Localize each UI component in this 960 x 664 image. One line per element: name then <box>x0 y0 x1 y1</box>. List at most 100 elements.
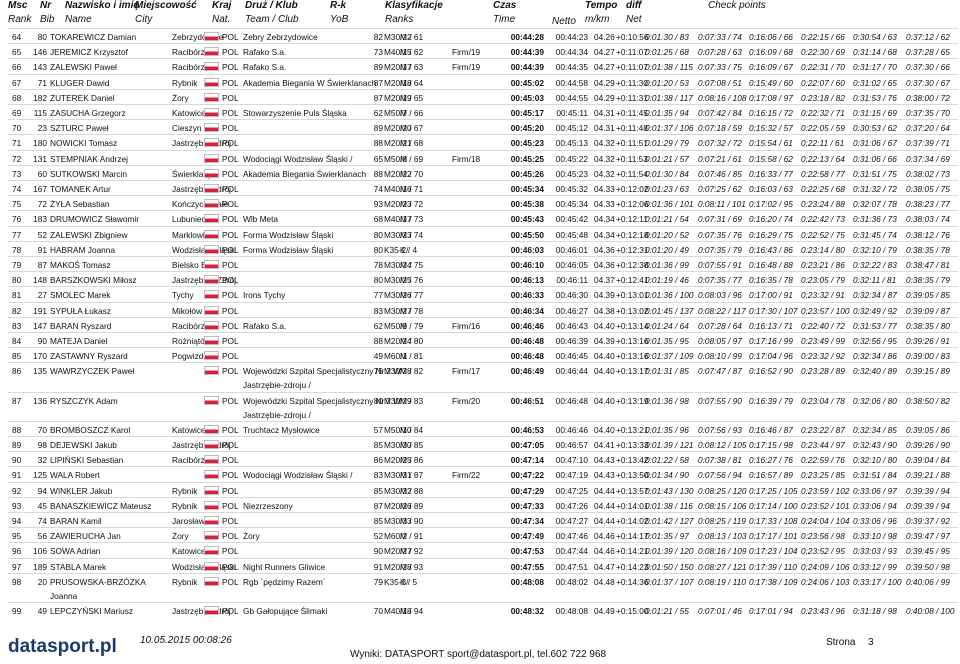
checkpoint: 0:07:47 / 87 <box>698 366 742 377</box>
checkpoint: 0:08:22 / 117 <box>698 305 746 316</box>
checkpoint: 0:01:37 / 107 <box>645 576 694 587</box>
checkpoint: 0:07:35 / 79 <box>698 244 742 255</box>
cell-bib: 146 <box>33 47 47 58</box>
cell-yob: 83 <box>373 470 383 481</box>
checkpoint: 0:31:51 / 75 <box>853 168 897 179</box>
flag <box>204 290 219 300</box>
cell-team: Wlb Meta <box>243 214 279 225</box>
cell-time: 00:45:23 <box>510 138 544 149</box>
flag <box>204 214 219 224</box>
cell-time: 00:46:03 <box>510 244 544 255</box>
cell-team-cont: Jastrzębie-zdroju / <box>243 409 311 420</box>
checkpoint: 0:24:09 / 106 <box>801 561 850 572</box>
cell-netto: 00:45:12 <box>555 123 588 134</box>
cell-tempo: 04.46 <box>594 531 615 542</box>
cell-tempo: 04.39 <box>594 290 615 301</box>
cell-time: 00:45:25 <box>510 153 544 164</box>
cell-ranks: M / 75 <box>400 260 424 270</box>
checkpoint: 0:01:34 / 90 <box>645 470 689 481</box>
cell-firm: Firm/16 <box>452 320 481 331</box>
cell-cat: M30/31 <box>384 470 412 481</box>
checkpoint: 0:31:53 / 77 <box>853 320 897 331</box>
cell-name: ZASUCHA Grzegorz <box>50 108 126 118</box>
cell-yob: 88 <box>373 138 383 149</box>
checkpoint: 0:07:33 / 74 <box>698 32 742 42</box>
flag <box>204 455 219 465</box>
cell-time: 00:45:17 <box>510 108 544 118</box>
header-city-en: City <box>135 14 153 25</box>
flag <box>204 546 219 556</box>
row-separator <box>8 225 958 227</box>
cell-name: BARAN Kamil <box>50 516 102 526</box>
cell-city: Świerklany <box>172 168 213 179</box>
cell-bib: 191 <box>33 305 47 316</box>
header-name: Nazwisko i imię <box>65 0 139 11</box>
checkpoint: 0:07:08 / 51 <box>698 77 742 88</box>
checkpoint: 0:01:21 / 54 <box>645 214 689 225</box>
checkpoint: 0:23:43 / 96 <box>801 606 845 616</box>
checkpoint: 0:07:56 / 94 <box>698 470 742 481</box>
checkpoint: 0:23:21 / 86 <box>801 260 845 270</box>
checkpoint: 0:32:06 / 80 <box>853 395 897 406</box>
checkpoint: 0:16:13 / 71 <box>749 320 793 331</box>
cell-tempo: 04.31 <box>594 123 615 134</box>
cell-team: Truchtacz Mysłowice <box>243 424 320 435</box>
cell-time: 00:45:26 <box>510 168 544 179</box>
checkpoint: 0:30:54 / 63 <box>853 32 897 42</box>
cell-time: 00:46:33 <box>510 290 544 301</box>
header-bib: Nr <box>40 0 52 11</box>
cell-rank: 96 <box>12 546 22 557</box>
cell-time: 00:46:46 <box>510 320 544 331</box>
cell-ranks: M / 91 <box>400 531 424 542</box>
row-separator <box>8 436 958 437</box>
checkpoint: 0:23:49 / 99 <box>801 336 845 346</box>
cell-yob: 87 <box>373 92 383 103</box>
cell-rank: 91 <box>12 470 22 481</box>
cell-city: Rybnik <box>172 485 198 496</box>
cell-cat: M60/2 <box>384 531 408 542</box>
cell-time: 00:44:39 <box>510 47 544 58</box>
checkpoint: 0:37:20 / 64 <box>906 123 950 134</box>
cell-yob: 74 <box>373 184 383 194</box>
checkpoint: 0:16:33 / 77 <box>749 168 793 179</box>
checkpoint: 0:07:01 / 46 <box>698 606 742 616</box>
cell-team: Zebry Zebrzydowice <box>243 32 318 42</box>
row-separator <box>8 542 958 544</box>
row-separator <box>8 88 958 90</box>
cell-rank: 80 <box>12 275 22 286</box>
cell-netto: 00:47:51 <box>555 561 588 572</box>
cell-cat: M40/17 <box>384 214 412 225</box>
cell-bib: 49 <box>37 606 47 616</box>
checkpoint: 0:08:19 / 110 <box>698 576 746 587</box>
cell-ranks: M / 69 <box>400 153 424 164</box>
cell-time: 00:46:34 <box>510 305 544 316</box>
checkpoint: 0:39:45 / 95 <box>906 546 950 557</box>
cell-ranks: M / 63 <box>400 62 424 73</box>
row-separator <box>8 58 958 60</box>
checkpoint: 0:01:29 / 79 <box>645 138 689 149</box>
checkpoint: 0:38:00 / 72 <box>906 92 950 103</box>
cell-diff: +0:13:33 <box>616 440 649 450</box>
cell-cat: M30/27 <box>384 305 412 316</box>
checkpoint: 0:31:36 / 73 <box>853 214 897 225</box>
cell-bib: 148 <box>33 275 47 286</box>
checkpoint: 0:01:36 / 99 <box>645 260 689 270</box>
row-separator <box>8 496 958 498</box>
cell-cat: M20/23 <box>384 199 412 210</box>
header-checkpoints: Check points <box>708 0 766 11</box>
flag <box>204 123 219 133</box>
cell-bib: 52 <box>37 229 47 240</box>
checkpoint: 0:31:45 / 74 <box>853 229 897 240</box>
checkpoint: 0:39:09 / 87 <box>906 305 950 316</box>
header-city: Miejscowość <box>135 0 197 11</box>
page-number: 3 <box>868 637 874 648</box>
cell-bib: 80 <box>37 32 47 42</box>
cell-diff: +0:11:54 <box>616 168 648 179</box>
checkpoint: 0:17:00 / 91 <box>749 290 793 301</box>
flag <box>204 395 219 405</box>
cell-nat: POL <box>222 546 239 557</box>
cell-diff: +0:14:36 <box>616 576 649 587</box>
checkpoint: 0:16:35 / 78 <box>749 275 793 286</box>
checkpoint: 0:16:20 / 74 <box>749 214 793 225</box>
checkpoint: 0:01:38 / 115 <box>645 62 693 73</box>
